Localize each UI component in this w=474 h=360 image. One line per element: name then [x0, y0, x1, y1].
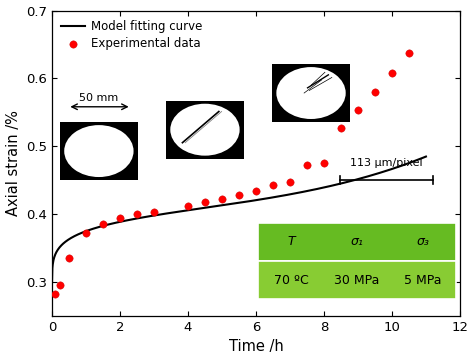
Experimental data — [252, 188, 260, 194]
Experimental data — [52, 292, 59, 297]
Model fitting curve — [423, 154, 429, 159]
Model fitting curve — [201, 206, 206, 210]
X-axis label: Time /h: Time /h — [228, 339, 283, 355]
Text: 113 μm/pixel: 113 μm/pixel — [350, 158, 423, 168]
Experimental data — [269, 182, 277, 188]
Experimental data — [82, 230, 90, 236]
Model fitting curve — [87, 228, 93, 232]
Model fitting curve — [341, 181, 346, 185]
Circle shape — [170, 104, 240, 156]
Bar — [166, 100, 244, 159]
Text: 70 ºC: 70 ºC — [273, 274, 309, 287]
Experimental data — [116, 215, 124, 220]
Y-axis label: Axial strain /%: Axial strain /% — [6, 111, 20, 216]
Experimental data — [303, 162, 311, 168]
Model fitting curve — [347, 179, 353, 183]
Experimental data — [99, 221, 107, 227]
Experimental data — [65, 256, 73, 261]
Circle shape — [64, 125, 134, 177]
Experimental data — [354, 108, 362, 113]
Experimental data — [133, 211, 141, 217]
Experimental data — [405, 50, 413, 56]
Experimental data — [235, 192, 243, 198]
Experimental data — [201, 199, 209, 205]
Text: 5 MPa: 5 MPa — [404, 274, 442, 287]
Text: T: T — [287, 235, 295, 248]
Text: 50 mm: 50 mm — [79, 93, 118, 103]
Bar — [258, 261, 456, 299]
Model fitting curve — [306, 189, 311, 193]
Legend: Model fitting curve, Experimental data: Model fitting curve, Experimental data — [58, 17, 206, 54]
Experimental data — [371, 89, 379, 95]
Text: σ₃: σ₃ — [417, 235, 429, 248]
Model fitting curve — [214, 204, 219, 208]
Circle shape — [276, 67, 346, 119]
Bar — [258, 223, 456, 261]
Experimental data — [337, 125, 345, 131]
Experimental data — [218, 197, 226, 202]
Text: σ₁: σ₁ — [351, 235, 364, 248]
Text: 30 MPa: 30 MPa — [335, 274, 380, 287]
Experimental data — [388, 70, 396, 76]
Experimental data — [150, 209, 158, 215]
Experimental data — [286, 179, 294, 185]
Line: Model fitting curve: Model fitting curve — [52, 157, 426, 284]
Experimental data — [57, 283, 64, 288]
Experimental data — [320, 161, 328, 166]
Model fitting curve — [49, 282, 55, 286]
Bar — [272, 64, 350, 122]
Bar — [60, 122, 138, 180]
Experimental data — [184, 203, 192, 209]
